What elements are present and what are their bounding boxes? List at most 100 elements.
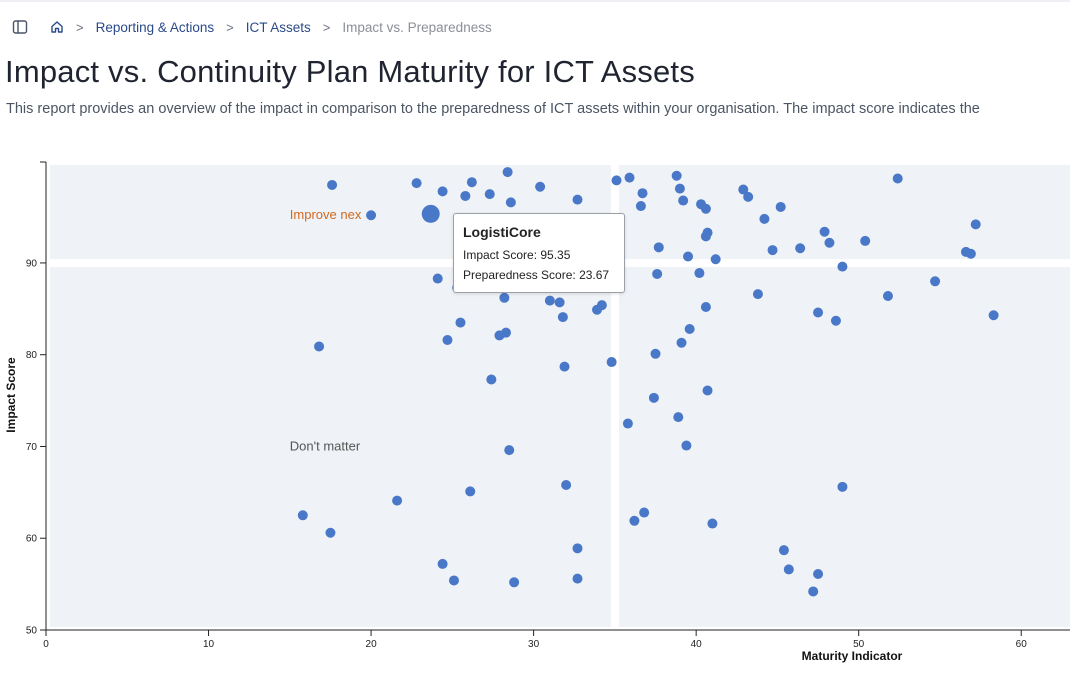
data-point[interactable] <box>837 261 848 272</box>
data-point[interactable] <box>707 518 718 529</box>
data-point[interactable] <box>465 486 476 497</box>
data-point[interactable] <box>411 178 422 189</box>
data-point[interactable] <box>683 251 694 262</box>
data-point[interactable] <box>652 268 663 279</box>
data-point[interactable] <box>561 480 572 491</box>
data-point[interactable] <box>700 203 711 214</box>
data-point[interactable] <box>554 297 565 308</box>
point-tooltip: LogistiCore Impact Score: 95.35 Prepared… <box>453 213 625 293</box>
data-point[interactable] <box>486 374 497 385</box>
data-point[interactable] <box>611 175 622 186</box>
tooltip-impact-score: Impact Score: 95.35 <box>463 248 571 262</box>
data-point[interactable] <box>738 184 749 195</box>
data-point[interactable] <box>892 173 903 184</box>
data-point[interactable] <box>674 183 685 194</box>
data-point[interactable] <box>694 268 705 279</box>
breadcrumb-ict-assets[interactable]: ICT Assets <box>245 19 311 35</box>
data-point[interactable] <box>442 335 453 346</box>
data-point[interactable] <box>671 170 682 181</box>
highlighted-data-point[interactable] <box>421 204 440 223</box>
data-point[interactable] <box>572 573 583 584</box>
data-point[interactable] <box>678 195 689 206</box>
data-point[interactable] <box>500 327 511 338</box>
data-point[interactable] <box>624 172 635 183</box>
data-point[interactable] <box>314 341 325 352</box>
data-point[interactable] <box>775 201 786 212</box>
data-point[interactable] <box>700 301 711 312</box>
data-point[interactable] <box>437 186 448 197</box>
data-point[interactable] <box>366 210 377 221</box>
data-point[interactable] <box>783 564 794 575</box>
sidebar-toggle-icon[interactable] <box>12 19 28 35</box>
data-point[interactable] <box>572 543 583 554</box>
data-point[interactable] <box>650 348 661 359</box>
data-point[interactable] <box>930 276 941 287</box>
data-point[interactable] <box>606 357 617 368</box>
data-point[interactable] <box>637 188 648 199</box>
data-point[interactable] <box>466 177 477 188</box>
data-point[interactable] <box>676 337 687 348</box>
data-point[interactable] <box>988 310 999 321</box>
data-point[interactable] <box>499 292 510 303</box>
x-tick-label: 60 <box>1016 639 1028 650</box>
data-point[interactable] <box>559 361 570 372</box>
data-point[interactable] <box>502 167 513 178</box>
data-point[interactable] <box>629 515 640 526</box>
data-point[interactable] <box>702 385 713 396</box>
data-point[interactable] <box>505 197 516 208</box>
data-point[interactable] <box>639 507 650 518</box>
scatter-chart[interactable]: 0 10 20 30 40 50 60 50 60 70 80 90 Maturity Indicato… <box>0 150 1070 670</box>
data-point[interactable] <box>684 324 695 335</box>
data-point[interactable] <box>700 231 711 242</box>
data-point[interactable] <box>882 290 893 301</box>
data-point[interactable] <box>824 237 835 248</box>
data-point[interactable] <box>635 201 646 212</box>
home-icon[interactable] <box>50 20 64 34</box>
data-point[interactable] <box>813 569 824 580</box>
data-point[interactable] <box>795 243 806 254</box>
data-point[interactable] <box>504 445 515 456</box>
data-point[interactable] <box>837 481 848 492</box>
data-point[interactable] <box>673 412 684 423</box>
quadrant-top-right <box>618 165 1070 259</box>
y-axis-label: Impact Score <box>4 357 18 433</box>
data-point[interactable] <box>743 191 754 202</box>
data-point[interactable] <box>535 181 546 192</box>
data-point[interactable] <box>557 312 568 323</box>
data-point[interactable] <box>484 189 495 200</box>
breadcrumb-current-page: Impact vs. Preparedness <box>342 19 492 35</box>
data-point[interactable] <box>710 254 721 265</box>
data-point[interactable] <box>572 194 583 205</box>
data-point[interactable] <box>460 190 471 201</box>
data-point[interactable] <box>970 219 981 230</box>
data-point[interactable] <box>327 179 338 190</box>
data-point[interactable] <box>622 418 633 429</box>
data-point[interactable] <box>448 575 459 586</box>
data-point[interactable] <box>392 495 403 506</box>
data-point[interactable] <box>808 586 819 597</box>
data-point[interactable] <box>759 213 770 224</box>
data-point[interactable] <box>325 527 336 538</box>
data-point[interactable] <box>860 235 871 246</box>
data-point[interactable] <box>767 245 778 256</box>
data-point[interactable] <box>653 242 664 253</box>
data-point[interactable] <box>681 440 692 451</box>
data-point[interactable] <box>455 317 466 328</box>
data-point[interactable] <box>819 226 830 237</box>
data-point[interactable] <box>752 289 763 300</box>
data-point[interactable] <box>432 273 443 284</box>
data-point[interactable] <box>965 248 976 259</box>
x-tick-label: 20 <box>366 639 378 650</box>
data-point[interactable] <box>437 558 448 569</box>
data-point[interactable] <box>778 545 789 556</box>
page-title: Impact vs. Continuity Plan Maturity for … <box>5 54 695 89</box>
data-point[interactable] <box>544 295 555 306</box>
data-point[interactable] <box>648 392 659 403</box>
breadcrumb-reporting-actions[interactable]: Reporting & Actions <box>95 19 215 35</box>
data-point[interactable] <box>830 315 841 326</box>
tooltip-title: LogistiCore <box>463 224 541 240</box>
data-point[interactable] <box>596 300 607 311</box>
data-point[interactable] <box>813 307 824 318</box>
data-point[interactable] <box>509 577 520 588</box>
data-point[interactable] <box>297 510 308 521</box>
